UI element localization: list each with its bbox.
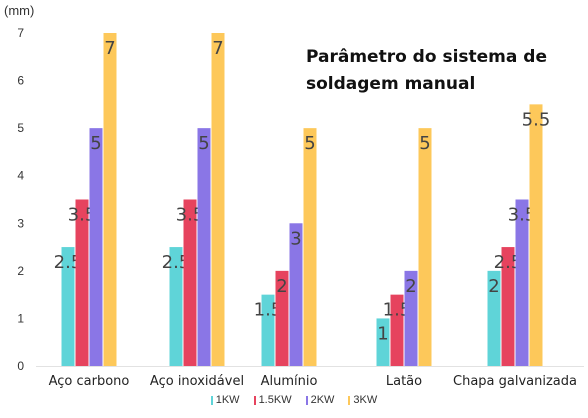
y-tick-label: 2 bbox=[17, 264, 24, 278]
x-category-label: Alumínio bbox=[261, 374, 318, 389]
legend-swatch-1kw bbox=[210, 395, 213, 405]
legend-label-1kw: 1KW bbox=[215, 394, 240, 406]
y-axis-unit: (mm) bbox=[4, 3, 35, 18]
y-tick-label: 0 bbox=[17, 359, 24, 373]
y-tick-label: 1 bbox=[17, 311, 24, 325]
bar-value-label: 3.5 bbox=[176, 205, 205, 226]
legend-swatch-3kw bbox=[348, 395, 351, 405]
y-tick-label: 4 bbox=[17, 169, 24, 183]
y-tick-label: 5 bbox=[17, 121, 24, 135]
bar-value-label: 1 bbox=[377, 323, 388, 344]
legend-swatch-2kw bbox=[305, 395, 308, 405]
bar-value-label: 5 bbox=[198, 133, 209, 154]
bar-value-label: 5.5 bbox=[522, 109, 551, 130]
y-tick-label: 7 bbox=[17, 26, 24, 40]
bar bbox=[183, 199, 197, 366]
bar-value-label: 2.5 bbox=[54, 252, 83, 273]
x-category-label: Aço carbono bbox=[49, 374, 130, 389]
legend-label-3kw: 3KW bbox=[353, 394, 378, 406]
bar bbox=[376, 318, 390, 366]
bar bbox=[515, 199, 529, 366]
bar-value-label: 2 bbox=[405, 276, 416, 297]
legend-item-1-5kw[interactable]: 1.5KW bbox=[253, 394, 292, 406]
bar-value-label: 2 bbox=[488, 276, 499, 297]
x-category-label: Chapa galvanizada bbox=[453, 374, 577, 389]
x-category-label: Aço inoxidável bbox=[150, 374, 244, 389]
y-tick-label: 3 bbox=[17, 216, 24, 230]
bar-value-label: 5 bbox=[419, 133, 430, 154]
bar bbox=[211, 33, 225, 366]
bar bbox=[275, 270, 289, 366]
bar-value-label: 5 bbox=[304, 133, 315, 154]
bar bbox=[169, 247, 183, 366]
legend-label-1-5kw: 1.5KW bbox=[258, 394, 292, 406]
bar-value-label: 2.5 bbox=[494, 252, 523, 273]
chart-legend: 1KW 1.5KW 2KW 3KW bbox=[0, 394, 588, 406]
bar-value-label: 3.5 bbox=[68, 205, 97, 226]
bar bbox=[303, 128, 317, 366]
legend-item-3kw[interactable]: 3KW bbox=[348, 394, 377, 406]
bar-value-label: 3 bbox=[290, 228, 301, 249]
bar bbox=[89, 128, 103, 366]
bar bbox=[529, 104, 543, 366]
bar bbox=[261, 294, 275, 366]
bar bbox=[390, 294, 404, 366]
bar bbox=[197, 128, 211, 366]
x-category-label: Latão bbox=[386, 374, 422, 389]
bar-value-label: 7 bbox=[104, 38, 115, 59]
bar bbox=[487, 270, 501, 366]
chart-title-line-1: Parâmetro do sistema de bbox=[306, 47, 547, 67]
bar bbox=[289, 223, 303, 366]
bar bbox=[61, 247, 75, 366]
chart-title: Parâmetro do sistema de soldagem manual bbox=[306, 44, 547, 98]
bar-value-label: 1.5 bbox=[383, 300, 412, 321]
legend-item-1kw[interactable]: 1KW bbox=[210, 394, 240, 406]
bar bbox=[501, 247, 515, 366]
bar bbox=[418, 128, 432, 366]
bar bbox=[103, 33, 117, 366]
bar-value-label: 1.5 bbox=[254, 300, 283, 321]
bar bbox=[404, 270, 418, 366]
bar-value-label: 2 bbox=[276, 276, 287, 297]
bar-value-label: 3.5 bbox=[508, 205, 537, 226]
bar-value-label: 2.5 bbox=[162, 252, 191, 273]
bar-value-label: 7 bbox=[212, 38, 223, 59]
bar-value-label: 5 bbox=[90, 133, 101, 154]
legend-item-2kw[interactable]: 2KW bbox=[305, 394, 335, 406]
legend-swatch-1-5kw bbox=[253, 395, 256, 405]
y-tick-label: 6 bbox=[17, 74, 24, 88]
chart-title-line-2: soldagem manual bbox=[306, 74, 476, 94]
legend-label-2kw: 2KW bbox=[310, 394, 335, 406]
bar bbox=[75, 199, 89, 366]
